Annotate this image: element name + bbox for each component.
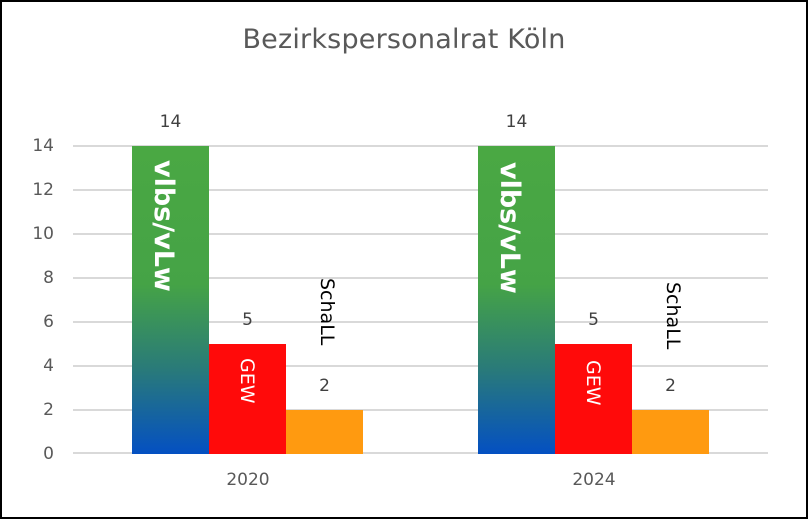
series-label-vlbs-2024: vlbs/vLw bbox=[494, 162, 525, 294]
value-label-vlbs-2024: 14 bbox=[505, 112, 528, 132]
value-label-vlbs-2020: 14 bbox=[159, 112, 182, 132]
gridline-4 bbox=[73, 365, 768, 367]
gridline-10 bbox=[73, 233, 768, 235]
axis-baseline bbox=[73, 452, 768, 454]
y-tick-6: 6 bbox=[43, 312, 54, 332]
chart-title: Bezirkspersonalrat Köln bbox=[242, 24, 566, 55]
series-label-gew-2020: GEW bbox=[236, 358, 258, 404]
gridline-6 bbox=[73, 321, 768, 323]
value-label-gew-2024: 5 bbox=[588, 310, 599, 330]
y-tick-10: 10 bbox=[32, 224, 54, 244]
bar-vlbs-2020 bbox=[132, 146, 209, 454]
bar-vlbs-2024 bbox=[478, 146, 555, 454]
bar-gew-2020 bbox=[209, 344, 286, 454]
gridline-14 bbox=[73, 145, 768, 147]
x-label-2020: 2020 bbox=[226, 470, 270, 490]
y-tick-0: 0 bbox=[43, 444, 54, 464]
y-tick-14: 14 bbox=[32, 136, 54, 156]
value-label-schall-2020: 2 bbox=[319, 376, 330, 396]
y-tick-8: 8 bbox=[43, 268, 54, 288]
x-label-2024: 2024 bbox=[572, 470, 616, 490]
bar-schall-2024 bbox=[632, 410, 709, 454]
bar-schall-2020 bbox=[286, 410, 363, 454]
bar-gew-2024 bbox=[555, 344, 632, 454]
gridline-12 bbox=[73, 189, 768, 191]
y-tick-12: 12 bbox=[32, 180, 54, 200]
series-label-gew-2024: GEW bbox=[582, 360, 604, 406]
y-tick-2: 2 bbox=[43, 400, 54, 420]
gridline-2 bbox=[73, 409, 768, 411]
series-label-vlbs-2020: vlbs/vLw bbox=[148, 160, 179, 292]
y-tick-4: 4 bbox=[43, 356, 54, 376]
series-label-schall-2024: SchaLL bbox=[662, 282, 684, 350]
series-label-schall-2020: SchaLL bbox=[316, 278, 338, 346]
value-label-gew-2020: 5 bbox=[242, 310, 253, 330]
value-label-schall-2024: 2 bbox=[665, 376, 676, 396]
gridline-8 bbox=[73, 277, 768, 279]
